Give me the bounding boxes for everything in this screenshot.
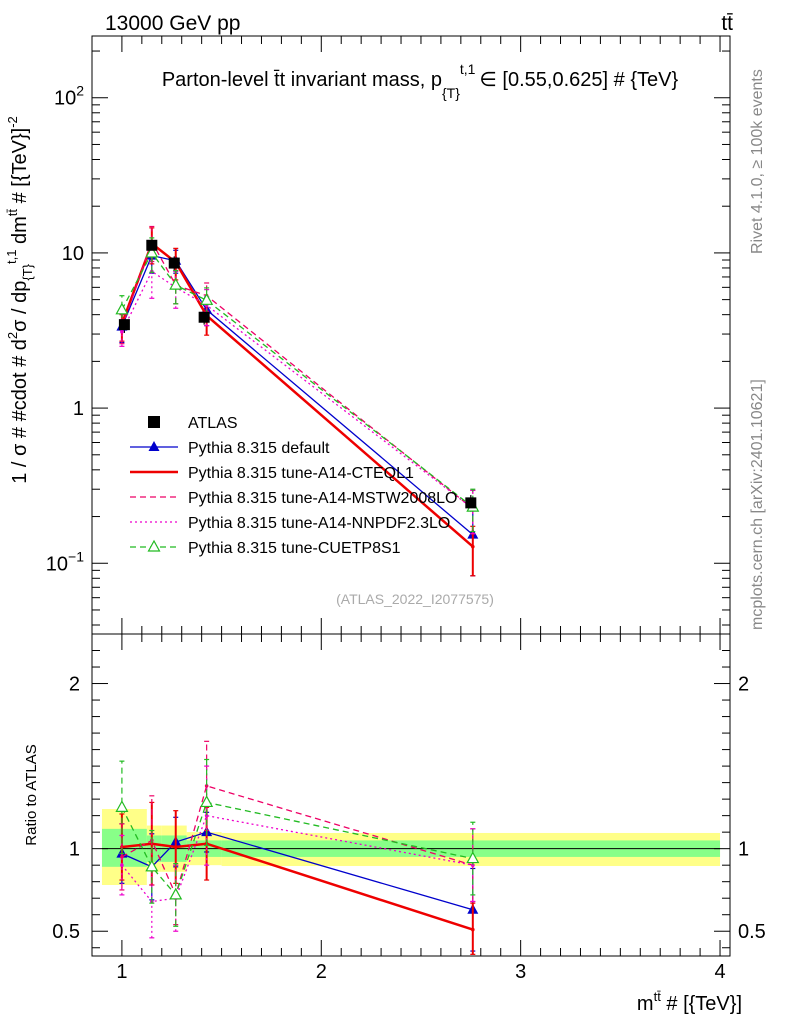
atlas-point-1 (146, 239, 158, 251)
lower-point-4-3 (200, 795, 214, 808)
header-left: 13000 GeV pp (105, 12, 240, 35)
rivet-label: Rivet 4.1.0, ≥ 100k events (749, 69, 766, 254)
title-tail: ∈ [0.55,0.625] # {TeV} (479, 69, 678, 91)
upper-ytick-base-1: 1 (73, 398, 84, 420)
upper-ytick-label-1: 1 (73, 398, 84, 420)
lower-ytick-label-left-1: 1 (69, 839, 80, 861)
upper-ytick-base-3: 10 (54, 88, 76, 110)
legend-label-1: Pythia 8.315 default (188, 440, 330, 457)
lower-point-4-1 (145, 859, 159, 872)
legend-marker-5 (147, 539, 161, 552)
lower-point-3-4 (471, 863, 475, 867)
lower-point-3-3 (204, 813, 209, 818)
lower-point-4-0 (115, 800, 129, 812)
watermark: (ATLAS_2022_I2077575) (336, 591, 494, 607)
upper-ytick-base-2: 10 (62, 243, 84, 265)
x-tick-label-1: 2 (316, 961, 327, 983)
legend-label-2: Pythia 8.315 tune-A14-CTEQL1 (188, 465, 414, 482)
x-tick-label-2: 3 (515, 961, 526, 983)
xlabel: mtt̄ # [{TeV}] (637, 989, 742, 1015)
lower-point-1-4 (471, 927, 475, 932)
yl-unit: # [{TeV}] (9, 128, 31, 209)
legend-marker-1 (148, 441, 160, 451)
lower-ytick-label-left-2: 2 (69, 674, 80, 696)
upper-point-5-2 (169, 277, 183, 290)
lower-ytick-label-right-2: 2 (738, 674, 749, 696)
upper-ylabel: 1 / σ # #cdot # d2σ / dp{T}t,1 dmtt̄ # [… (4, 116, 35, 484)
lower-point-1-2 (173, 845, 178, 849)
xl-post: # [{TeV}] (661, 993, 742, 1015)
yl-pre: 1 / σ # #cdot # d (9, 339, 31, 484)
upper-point-5-3 (200, 293, 214, 305)
upper-point-4-0 (120, 330, 124, 334)
atlas-point-2 (168, 257, 180, 269)
atlas-point-0 (118, 319, 130, 331)
upper-point-2-4 (471, 544, 475, 549)
yl-sup-t1: t,1 (4, 250, 19, 264)
lower-point-2-3 (204, 784, 209, 788)
yl-sup-unit: -2 (5, 116, 20, 128)
upper-point-5-0 (115, 302, 129, 315)
header-right: tt̄ (721, 12, 733, 35)
legend: ATLAS Pythia 8.315 default Pythia 8.315 tu… (130, 415, 457, 557)
yl-mid: σ / dp (9, 281, 31, 332)
x-tick-label-0: 1 (116, 961, 127, 983)
upper-ytick-exp-0: −1 (68, 548, 84, 564)
lower-point-3-0 (120, 863, 124, 867)
lower-point-4-2 (169, 887, 183, 900)
lower-ylabel: Ratio to ATLAS (23, 744, 40, 845)
xl-pre: m (637, 993, 654, 1015)
yl-sup-tt: tt̄ (5, 209, 20, 217)
lower-ytick-label-right-0: 0.5 (738, 921, 766, 943)
lower-point-4-4 (466, 851, 480, 864)
upper-ytick-label-3: 102 (54, 83, 84, 110)
atlas-point-3 (198, 311, 210, 323)
upper-ytick-label-2: 10 (62, 243, 84, 265)
yl-sub-t: {T} (20, 263, 35, 280)
upper-ytick-label-0: 10−1 (46, 548, 84, 575)
legend-label-5: Pythia 8.315 tune-CUETP8S1 (188, 540, 401, 557)
upper-ytick-exp-3: 2 (76, 83, 84, 99)
xl-sup: tt̄ (654, 989, 662, 1004)
x-tick-label-3: 4 (714, 961, 725, 983)
title-main: Parton-level t̄t invariant mass, p (162, 69, 442, 91)
title-sup: t,1 (460, 61, 476, 77)
legend-marker-0 (148, 416, 160, 428)
lower-ytick-label-left-0: 0.5 (52, 921, 80, 943)
mcplots-label: mcplots.cern.ch [arXiv:2401.10621] (749, 379, 766, 630)
lower-frame (91, 633, 731, 957)
yl-sup2: 2 (5, 332, 20, 339)
main-title: Parton-level t̄t invariant mass, p{T}t,1… (162, 61, 679, 101)
legend-label-0: ATLAS (188, 415, 238, 432)
title-sub: {T} (442, 85, 460, 101)
lower-panel: 1 2 3 4 0.5 0.5 1 1 2 2 (52, 633, 766, 983)
lower-point-2-0 (120, 855, 124, 859)
yl-dm: dm (9, 216, 31, 249)
upper-ytick-base-0: 10 (46, 553, 68, 575)
legend-label-3: Pythia 8.315 tune-A14-MSTW2008LO (188, 490, 457, 507)
upper-point-5-1 (145, 245, 159, 258)
atlas-point-4 (465, 497, 477, 509)
legend-label-4: Pythia 8.315 tune-A14-NNPDF2.3LO (188, 515, 450, 532)
lower-ytick-label-right-1: 1 (738, 839, 749, 861)
